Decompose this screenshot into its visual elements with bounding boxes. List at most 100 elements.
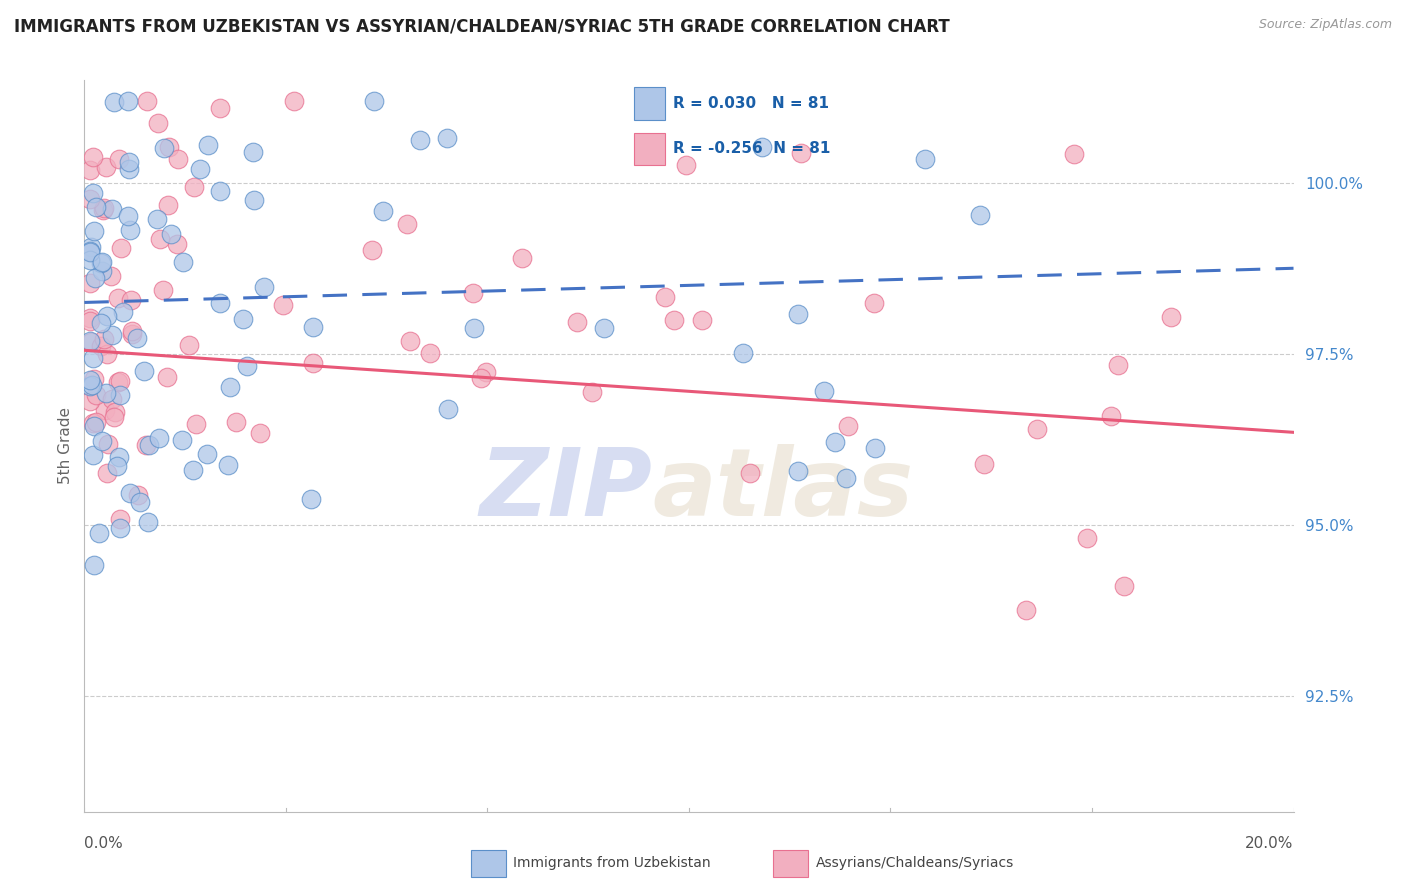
Point bbox=[236, 359, 259, 373]
Text: Source: ZipAtlas.com: Source: ZipAtlas.com bbox=[1258, 18, 1392, 31]
Point bbox=[1114, 579, 1136, 593]
Point bbox=[90, 316, 112, 330]
Point bbox=[82, 448, 104, 462]
Point bbox=[813, 384, 835, 398]
Point bbox=[152, 283, 174, 297]
Point bbox=[93, 201, 115, 215]
Point bbox=[84, 387, 107, 401]
Point bbox=[835, 471, 858, 485]
Point bbox=[145, 212, 167, 227]
Point bbox=[1099, 409, 1122, 424]
Point bbox=[84, 415, 107, 429]
Point bbox=[148, 431, 170, 445]
Point bbox=[84, 200, 107, 214]
Point bbox=[157, 198, 180, 212]
Point bbox=[787, 306, 810, 320]
Point bbox=[97, 437, 120, 451]
Point bbox=[136, 516, 159, 530]
Point bbox=[243, 193, 266, 207]
Point bbox=[197, 137, 219, 152]
Point bbox=[1107, 358, 1129, 372]
Point bbox=[208, 184, 231, 198]
Point bbox=[100, 269, 122, 284]
Point bbox=[107, 376, 129, 390]
Point bbox=[475, 365, 498, 379]
Point bbox=[125, 331, 148, 345]
Point bbox=[914, 152, 936, 166]
Point bbox=[79, 379, 101, 393]
Point bbox=[103, 410, 125, 425]
Point bbox=[149, 232, 172, 246]
Point bbox=[87, 525, 110, 540]
Point bbox=[79, 314, 101, 328]
Point bbox=[654, 290, 676, 304]
Point bbox=[79, 277, 101, 291]
Point bbox=[121, 326, 143, 341]
Point bbox=[166, 237, 188, 252]
Point bbox=[90, 255, 112, 269]
Point bbox=[79, 311, 101, 326]
Point bbox=[790, 146, 813, 161]
Point bbox=[127, 488, 149, 502]
Point bbox=[79, 373, 101, 387]
Point bbox=[1076, 531, 1098, 545]
Point bbox=[1025, 422, 1047, 436]
Point bbox=[167, 152, 190, 166]
Point bbox=[371, 204, 394, 219]
Point bbox=[208, 296, 231, 310]
Point bbox=[101, 202, 124, 217]
Point bbox=[83, 558, 105, 572]
Point bbox=[301, 356, 323, 370]
Point bbox=[363, 94, 385, 108]
Point bbox=[409, 133, 432, 147]
Point bbox=[93, 333, 115, 347]
Point bbox=[148, 115, 170, 129]
Point bbox=[94, 402, 117, 417]
Point bbox=[581, 384, 603, 399]
Point bbox=[690, 313, 713, 327]
Point bbox=[135, 94, 157, 108]
Point bbox=[733, 346, 755, 360]
Point bbox=[470, 370, 492, 384]
Point bbox=[120, 293, 142, 307]
Point bbox=[463, 285, 485, 300]
Point bbox=[94, 160, 117, 174]
Point bbox=[108, 521, 131, 535]
Point bbox=[283, 94, 305, 108]
Text: IMMIGRANTS FROM UZBEKISTAN VS ASSYRIAN/CHALDEAN/SYRIAC 5TH GRADE CORRELATION CHA: IMMIGRANTS FROM UZBEKISTAN VS ASSYRIAN/C… bbox=[14, 18, 950, 36]
Point bbox=[186, 417, 208, 432]
Point bbox=[82, 351, 104, 365]
Point bbox=[138, 438, 160, 452]
Point bbox=[183, 180, 205, 194]
Point bbox=[79, 393, 101, 408]
Point bbox=[1160, 310, 1182, 325]
Point bbox=[91, 434, 114, 449]
Point bbox=[110, 242, 132, 256]
Point bbox=[271, 298, 294, 312]
Point bbox=[108, 512, 131, 526]
Point bbox=[395, 217, 418, 231]
Point bbox=[96, 386, 118, 401]
Point bbox=[108, 450, 131, 464]
Point bbox=[219, 380, 242, 394]
Point bbox=[117, 209, 139, 223]
Point bbox=[1015, 603, 1038, 617]
Point bbox=[863, 296, 886, 310]
Point bbox=[84, 271, 107, 285]
Text: ZIP: ZIP bbox=[479, 444, 652, 536]
Point bbox=[225, 416, 247, 430]
Point bbox=[299, 492, 322, 507]
Point bbox=[786, 464, 808, 478]
Point bbox=[79, 192, 101, 206]
Point bbox=[361, 243, 384, 257]
Point bbox=[118, 485, 141, 500]
Point bbox=[662, 313, 685, 327]
Point bbox=[79, 252, 101, 267]
Point bbox=[973, 457, 995, 471]
Point bbox=[153, 141, 176, 155]
Point bbox=[593, 321, 616, 335]
Y-axis label: 5th Grade: 5th Grade bbox=[58, 408, 73, 484]
Text: Immigrants from Uzbekistan: Immigrants from Uzbekistan bbox=[513, 856, 711, 871]
Point bbox=[436, 131, 458, 145]
Point bbox=[83, 372, 105, 386]
